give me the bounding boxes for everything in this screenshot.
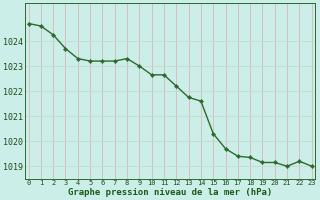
X-axis label: Graphe pression niveau de la mer (hPa): Graphe pression niveau de la mer (hPa)	[68, 188, 272, 197]
